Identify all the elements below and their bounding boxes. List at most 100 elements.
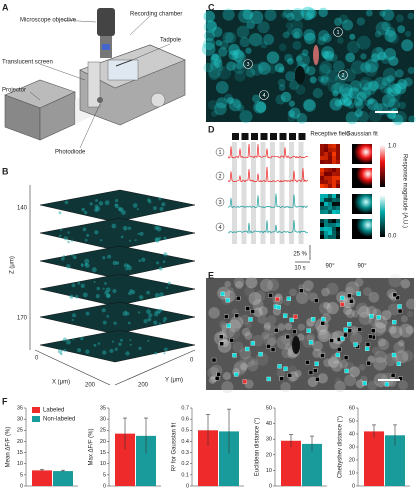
cell-blob bbox=[267, 324, 278, 335]
cell-blob bbox=[368, 316, 379, 327]
y-tick-label: 5 bbox=[20, 472, 23, 478]
roi-square bbox=[391, 352, 397, 358]
roi-square bbox=[347, 293, 352, 299]
stimulus-band bbox=[241, 142, 247, 244]
roi-square bbox=[384, 382, 390, 387]
y-tick-label: 30 bbox=[266, 437, 272, 443]
cell-blob bbox=[303, 28, 316, 41]
cell-blob bbox=[296, 291, 309, 305]
rf-pixel bbox=[320, 198, 324, 202]
roi-square bbox=[266, 376, 271, 382]
cell-blob bbox=[301, 49, 309, 56]
cell-blob bbox=[397, 78, 408, 90]
cell-blob bbox=[251, 358, 259, 366]
rf-pixel bbox=[328, 194, 332, 198]
cell-blob bbox=[122, 225, 128, 231]
roi-square bbox=[225, 298, 230, 303]
rf-pixel bbox=[336, 210, 340, 214]
cell-blob bbox=[306, 65, 316, 76]
roi-square bbox=[343, 327, 348, 332]
cell-blob bbox=[257, 314, 267, 324]
cell-blob bbox=[62, 337, 67, 342]
y-tick-label: 50 bbox=[266, 405, 272, 411]
cell-marker bbox=[333, 27, 343, 37]
cell-blob bbox=[228, 43, 240, 56]
rf-pixel bbox=[328, 160, 332, 164]
roi-square bbox=[245, 346, 250, 352]
cell-blob bbox=[203, 10, 216, 23]
cell-blob bbox=[242, 9, 254, 20]
rf-pixel bbox=[336, 223, 340, 227]
cell-blob bbox=[372, 308, 382, 318]
cell-blob bbox=[243, 356, 255, 368]
cell-blob bbox=[155, 310, 158, 314]
cell-blob bbox=[154, 237, 160, 243]
cell-blob bbox=[104, 200, 110, 206]
callout-label: Projector bbox=[2, 88, 26, 94]
bar bbox=[281, 440, 301, 486]
cell-blob bbox=[81, 207, 85, 212]
z-tick-label: 170 bbox=[17, 316, 28, 322]
cell-blob bbox=[348, 87, 360, 99]
cell-blob bbox=[350, 80, 362, 92]
y-axis bbox=[114, 349, 196, 386]
cell-blob bbox=[370, 53, 380, 63]
bar bbox=[32, 470, 52, 486]
panel-label: E bbox=[208, 270, 214, 280]
roi-square bbox=[224, 314, 229, 319]
cell-blob bbox=[343, 97, 353, 106]
cell-blob bbox=[232, 100, 241, 108]
cell-blob bbox=[317, 36, 326, 46]
rf-pixel bbox=[332, 231, 336, 235]
cell-blob bbox=[129, 239, 132, 242]
colorbar bbox=[380, 195, 385, 237]
cell-blob bbox=[85, 311, 90, 316]
cell-blob bbox=[355, 302, 369, 315]
cell-blob bbox=[354, 277, 364, 287]
cell-blob bbox=[342, 19, 354, 31]
y-tick-label: 0.3 bbox=[181, 450, 189, 456]
rf-pixel bbox=[336, 219, 340, 223]
roi-square bbox=[229, 338, 234, 343]
cell-blob bbox=[319, 301, 333, 315]
cell-blob bbox=[387, 83, 401, 97]
cell-blob bbox=[343, 306, 353, 316]
y-tick-label: 20 bbox=[17, 439, 23, 445]
cell-blob bbox=[354, 109, 363, 118]
cell-blob bbox=[284, 343, 292, 351]
y-tick-label: 25 bbox=[100, 428, 106, 434]
cell-blob bbox=[368, 80, 379, 92]
cell-blob bbox=[335, 73, 346, 85]
rf-pixel bbox=[324, 231, 328, 235]
rf-pixel bbox=[336, 206, 340, 210]
cell-blob bbox=[225, 32, 237, 44]
gaussian-fit bbox=[352, 194, 372, 214]
cell-blob bbox=[263, 333, 277, 347]
cell-blob bbox=[333, 82, 344, 94]
cell-blob bbox=[277, 78, 286, 87]
cell-blob bbox=[260, 41, 268, 49]
leader-line bbox=[79, 103, 101, 149]
rf-pixel bbox=[336, 231, 340, 235]
cell-number: 1 bbox=[336, 30, 339, 36]
cell-blob bbox=[147, 339, 150, 342]
cell-blob bbox=[112, 260, 117, 266]
cell-blob bbox=[280, 11, 288, 19]
roi-square bbox=[287, 373, 293, 378]
cell-blob bbox=[215, 80, 229, 94]
rf-pixel bbox=[328, 168, 332, 172]
x-tick-label: 0 bbox=[35, 356, 39, 362]
cell-blob bbox=[115, 261, 120, 265]
roi-square bbox=[392, 319, 397, 325]
panel-label: C bbox=[208, 2, 215, 12]
cell-blob bbox=[77, 281, 81, 285]
cell-blob bbox=[358, 311, 372, 325]
cell-blob bbox=[367, 380, 378, 391]
roi-square bbox=[292, 329, 297, 334]
time-scale: 10 s bbox=[294, 266, 305, 272]
cell-blob bbox=[236, 25, 250, 39]
image-stack bbox=[39, 189, 196, 363]
roi-square bbox=[308, 340, 314, 345]
cell-blob bbox=[388, 56, 399, 67]
y-tick-label: 10 bbox=[100, 461, 106, 467]
